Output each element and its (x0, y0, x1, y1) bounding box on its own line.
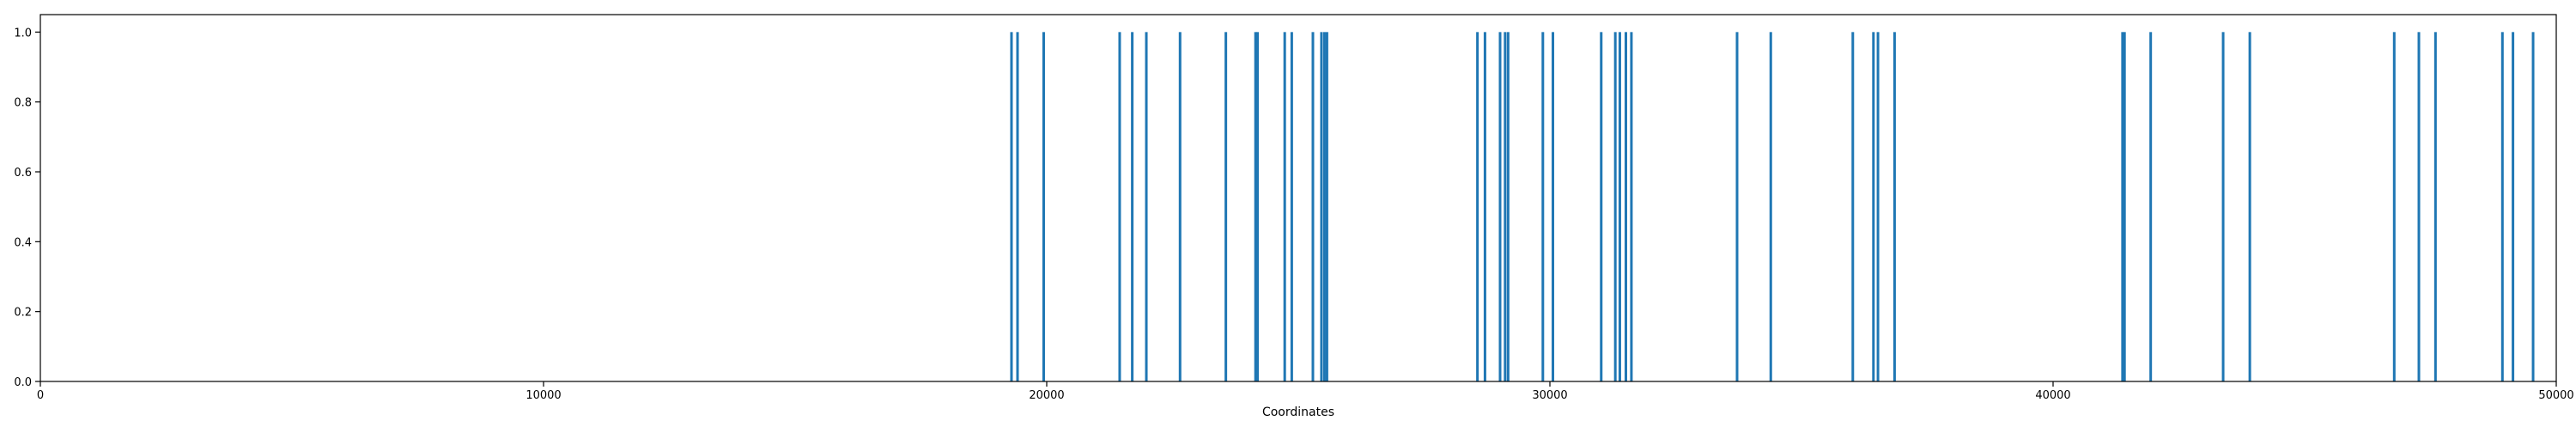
x-tick-label: 10000 (526, 389, 561, 402)
y-tick-label: 0.2 (14, 307, 32, 320)
bar (1876, 32, 1880, 381)
y-tick-label: 0.4 (14, 236, 32, 249)
bar (2512, 32, 2515, 381)
bar (1735, 32, 1739, 381)
bar (1224, 32, 1228, 381)
x-tick-label: 20000 (1029, 389, 1064, 402)
bar (1893, 32, 1896, 381)
bar (1325, 32, 1328, 381)
bar (1290, 32, 1293, 381)
bar (1145, 32, 1148, 381)
bar (2248, 32, 2251, 381)
bar (1118, 32, 1121, 381)
bar (1311, 32, 1315, 381)
x-tick-label: 0 (37, 389, 44, 402)
bar (2500, 32, 2504, 381)
bars-layer (1010, 32, 2535, 381)
bar (1769, 32, 1772, 381)
bar (1254, 32, 1257, 381)
bar (1613, 32, 1617, 381)
plot-frame (39, 14, 2557, 382)
y-tick-label: 1.0 (14, 27, 32, 40)
x-tick-label: 40000 (2035, 389, 2070, 402)
bar (1506, 32, 1510, 381)
bar (1322, 32, 1326, 381)
bar (1483, 32, 1486, 381)
axes-layer: 0 10000 20000 30000 40000 50000 0.0 0.2 0.4 0.6 0.… (14, 14, 2574, 402)
bar (1872, 32, 1875, 381)
bar (1618, 32, 1621, 381)
bar (2392, 32, 2396, 381)
bar (1630, 32, 1633, 381)
bar (1851, 32, 1855, 381)
bar (1541, 32, 1545, 381)
bar (1256, 32, 1260, 381)
bar (1283, 32, 1286, 381)
bar (1624, 32, 1627, 381)
y-tick-label: 0.8 (14, 97, 32, 110)
bar (1320, 32, 1323, 381)
y-tick-label: 0.0 (14, 376, 32, 389)
bar (1131, 32, 1134, 381)
bar (2221, 32, 2225, 381)
bar (2149, 32, 2153, 381)
bar (1498, 32, 1502, 381)
y-tick-label: 0.6 (14, 167, 32, 180)
bar (2433, 32, 2437, 381)
bar (1600, 32, 1603, 381)
bar (1476, 32, 1479, 381)
bar (1010, 32, 1013, 381)
x-tick-label: 30000 (1532, 389, 1567, 402)
plot-background (40, 15, 2556, 381)
bar (1042, 32, 1045, 381)
bar (2123, 32, 2126, 381)
bar (1552, 32, 1555, 381)
bar (1504, 32, 1507, 381)
bar (1178, 32, 1182, 381)
x-tick-label: 50000 (2538, 389, 2573, 402)
bar (2531, 32, 2535, 381)
bar (1016, 32, 1019, 381)
x-axis-label: Coordinates (1262, 406, 1334, 419)
bar (2121, 32, 2124, 381)
bar (2417, 32, 2421, 381)
